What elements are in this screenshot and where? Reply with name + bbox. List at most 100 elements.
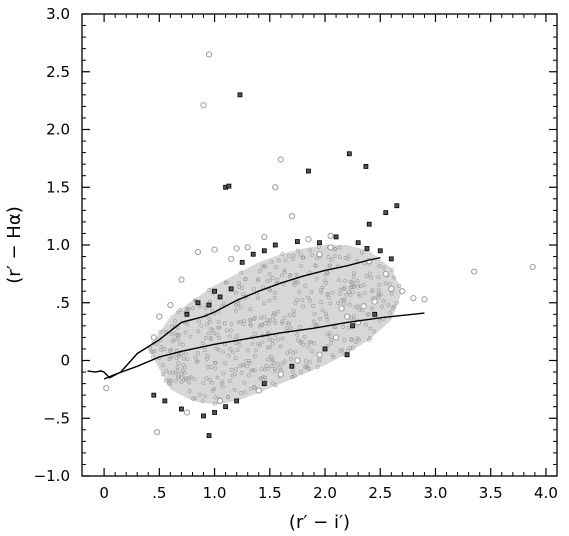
cloud-point [348,279,353,284]
open-circle-point [272,184,279,191]
cloud-point [280,321,285,326]
cloud-point [194,359,199,364]
cloud-point [242,380,247,385]
cloud-point [248,387,253,391]
cloud-point [341,297,346,302]
cloud-point [377,264,382,268]
cloud-point [363,323,368,327]
cloud-point [313,263,318,268]
open-circle-point [382,270,389,277]
cloud-point [282,359,287,364]
cloud-point [275,277,280,282]
cloud-point [185,308,190,312]
cloud-point [273,321,278,326]
x-tick-label: 2.5 [368,484,392,502]
cloud-point [267,272,272,277]
open-circle-point [316,251,323,258]
cloud-point [297,290,302,295]
cloud-point [285,321,290,325]
y-tick-label: −.5 [43,409,70,427]
cloud-point [167,381,171,386]
cloud-point [184,307,189,311]
cloud-point [176,310,181,315]
cloud-point [250,342,255,347]
cloud-point [183,330,188,335]
open-circle-point [178,276,185,283]
cloud-point [238,391,243,395]
cloud-point [227,334,232,339]
cloud-point [342,279,347,283]
density-cloud-layer [148,245,403,406]
cloud-point [180,342,185,347]
open-circle-point [228,255,235,262]
cloud-point [294,273,299,277]
cloud-point [243,277,248,282]
cloud-point [369,275,374,280]
cloud-point [377,283,382,287]
cloud-point [276,258,281,263]
cloud-point [309,252,314,257]
cloud-point [280,361,285,366]
cloud-point [253,348,258,353]
cloud-point [262,301,267,306]
cloud-point [344,292,349,297]
cloud-point [222,321,227,326]
cloud-point [175,333,180,338]
cloud-point [198,392,202,397]
open-circle-point [410,295,417,302]
cloud-point [298,252,303,257]
cloud-point [232,387,237,392]
cloud-point [186,380,191,385]
square-point [344,352,350,358]
cloud-point [205,364,210,369]
square-point [201,413,206,419]
cloud-point [381,299,386,303]
cloud-point [180,368,185,373]
cloud-point [280,336,285,341]
cloud-point [349,316,354,321]
cloud-point [272,311,276,316]
cloud-point [372,329,377,334]
cloud-point [273,265,278,270]
cloud-point [192,396,197,401]
cloud-point [248,323,253,328]
cloud-point [174,356,179,361]
cloud-point [237,343,242,348]
cloud-point [176,374,181,378]
open-circle-point [344,313,351,320]
cloud-point [214,346,219,351]
cloud-point [319,287,323,292]
cloud-point [212,401,217,406]
cloud-point [291,313,296,317]
open-circle-point [167,301,174,309]
cloud-point [381,265,386,270]
cloud-point [351,271,356,276]
cloud-point [185,322,190,327]
square-point [212,410,217,415]
cloud-point [299,370,303,374]
x-tick-label: 4.0 [534,484,558,502]
cloud-point [280,319,285,324]
cloud-point [303,359,308,363]
cloud-point [333,325,338,330]
cloud-point [328,301,333,306]
open-circle-point [332,334,340,341]
cloud-point [325,271,330,276]
x-tick-label: 1.5 [258,484,282,502]
cloud-point [284,325,289,330]
cloud-point [315,256,319,260]
cloud-point [278,344,283,349]
cloud-point [301,342,306,347]
open-circle-point [216,397,224,405]
cloud-point [213,366,218,371]
cloud-point [248,318,253,322]
cloud-point [272,291,277,295]
cloud-point [229,322,234,327]
square-point [317,240,322,246]
cloud-point [273,366,277,371]
open-circle-point [244,244,251,251]
cloud-point [356,291,361,296]
cloud-point [223,361,228,366]
cloud-point [342,302,346,306]
cloud-point [329,338,334,342]
